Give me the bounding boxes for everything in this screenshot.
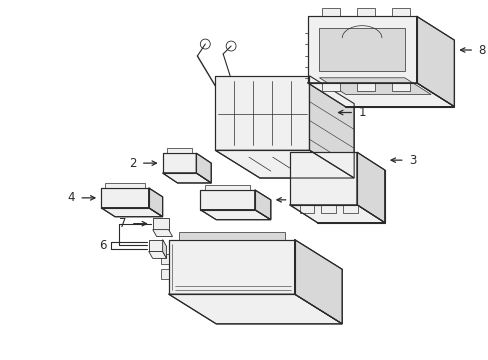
Polygon shape <box>317 170 384 223</box>
Polygon shape <box>299 205 314 213</box>
Polygon shape <box>322 83 340 91</box>
Text: 8: 8 <box>477 44 485 57</box>
Polygon shape <box>148 251 166 258</box>
Text: 5: 5 <box>292 193 299 206</box>
Polygon shape <box>101 188 148 208</box>
Text: 2: 2 <box>129 157 137 170</box>
Polygon shape <box>356 8 374 16</box>
Polygon shape <box>163 153 196 173</box>
Polygon shape <box>101 208 163 217</box>
Polygon shape <box>163 173 211 183</box>
Polygon shape <box>200 190 254 210</box>
Polygon shape <box>345 40 453 107</box>
Text: 6: 6 <box>100 239 107 252</box>
Polygon shape <box>168 239 294 294</box>
Polygon shape <box>322 8 340 16</box>
Polygon shape <box>319 78 430 94</box>
Polygon shape <box>215 150 353 178</box>
Polygon shape <box>163 239 166 258</box>
Text: 4: 4 <box>68 192 75 204</box>
Polygon shape <box>356 152 384 223</box>
Text: 1: 1 <box>358 106 366 119</box>
Polygon shape <box>105 183 144 188</box>
Polygon shape <box>152 230 172 237</box>
Polygon shape <box>200 210 270 220</box>
Polygon shape <box>356 83 374 91</box>
Polygon shape <box>148 239 163 251</box>
Polygon shape <box>178 231 284 239</box>
Polygon shape <box>343 205 357 213</box>
Polygon shape <box>319 28 404 71</box>
Polygon shape <box>152 218 168 230</box>
Text: 3: 3 <box>408 154 415 167</box>
Polygon shape <box>254 190 270 220</box>
Polygon shape <box>289 205 384 223</box>
Polygon shape <box>307 83 453 107</box>
Polygon shape <box>309 76 353 178</box>
Polygon shape <box>391 83 409 91</box>
Polygon shape <box>161 269 168 279</box>
Polygon shape <box>321 205 336 213</box>
Polygon shape <box>161 255 168 264</box>
Polygon shape <box>289 152 356 205</box>
Polygon shape <box>215 76 309 150</box>
Polygon shape <box>166 148 192 153</box>
Polygon shape <box>294 239 342 324</box>
Polygon shape <box>148 188 163 217</box>
Polygon shape <box>391 8 409 16</box>
Polygon shape <box>196 153 211 183</box>
Text: 7: 7 <box>119 217 127 230</box>
Polygon shape <box>416 16 453 107</box>
Polygon shape <box>307 16 416 83</box>
Polygon shape <box>168 294 342 324</box>
Polygon shape <box>205 185 249 190</box>
